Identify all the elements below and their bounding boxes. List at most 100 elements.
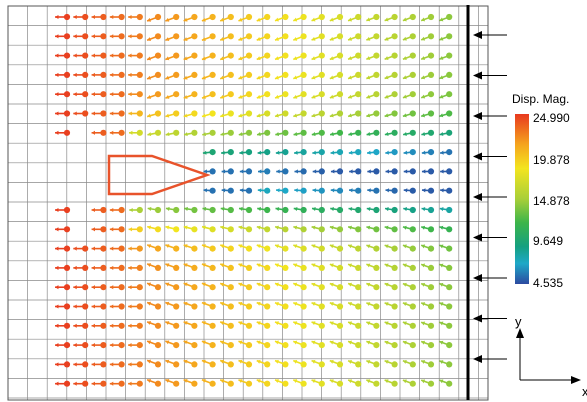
vector-node xyxy=(282,284,289,291)
vector-arrowhead xyxy=(109,323,114,328)
vector-arrowhead xyxy=(348,17,353,22)
vector-arrowhead xyxy=(147,263,152,268)
vector-node xyxy=(100,129,107,136)
vector-arrowhead xyxy=(73,323,77,328)
vector-node xyxy=(409,361,416,368)
vector-arrowhead xyxy=(421,36,426,41)
vector-arrowhead xyxy=(55,323,59,328)
vector-arrowhead xyxy=(294,188,298,193)
vector-arrowhead xyxy=(439,244,444,249)
vector-node xyxy=(264,284,271,291)
vector-arrowhead xyxy=(384,263,389,268)
vector-node xyxy=(391,342,398,349)
vector-arrowhead xyxy=(220,37,225,41)
vector-node xyxy=(100,206,107,214)
vector-node xyxy=(409,52,416,59)
vector-arrowhead xyxy=(109,111,114,116)
vector-arrowhead xyxy=(348,94,353,99)
load-arrowhead xyxy=(473,274,482,282)
vector-node xyxy=(282,52,289,59)
vector-node xyxy=(245,284,253,291)
vector-arrowhead xyxy=(238,282,243,287)
vector-arrowhead xyxy=(128,53,132,58)
vector-node xyxy=(427,303,435,310)
vector-arrowhead xyxy=(311,56,316,61)
vector-arrowhead xyxy=(421,207,426,212)
vector-arrowhead xyxy=(275,94,279,99)
vector-node xyxy=(282,91,289,98)
vector-arrowhead xyxy=(366,131,371,137)
vector-arrowhead xyxy=(311,75,316,80)
vector-arrowhead xyxy=(403,188,408,193)
vector-arrowhead xyxy=(384,36,389,41)
load-arrowhead xyxy=(473,314,482,323)
vector-node xyxy=(100,342,107,349)
vector-arrowhead xyxy=(367,188,371,193)
vector-node xyxy=(173,71,180,78)
vector-arrowhead xyxy=(238,263,243,268)
vector-arrowhead xyxy=(129,207,133,213)
vector-arrowhead xyxy=(294,150,298,155)
vector-node xyxy=(82,91,89,98)
vector-node xyxy=(355,91,362,98)
colorbar xyxy=(515,114,529,284)
vector-arrowhead xyxy=(220,301,225,306)
vector-arrowhead xyxy=(439,75,444,80)
vector-node xyxy=(118,13,125,21)
coordinate-axes: y x xyxy=(515,314,587,399)
vector-arrowhead xyxy=(256,37,261,41)
vector-node xyxy=(409,380,416,387)
vector-arrowhead xyxy=(109,285,114,290)
vector-arrowhead xyxy=(238,75,243,80)
vector-node xyxy=(245,303,253,310)
vector-node xyxy=(300,168,307,175)
vector-node xyxy=(245,168,253,175)
vector-node xyxy=(173,303,180,310)
vector-node xyxy=(318,13,325,21)
vector-arrowhead xyxy=(165,113,170,118)
vector-arrowhead xyxy=(201,17,206,22)
vector-node xyxy=(336,206,344,214)
vector-node xyxy=(318,52,325,59)
vector-arrowhead xyxy=(201,56,206,61)
vector-arrowhead xyxy=(384,17,389,22)
vector-arrowhead xyxy=(311,36,316,41)
vector-arrowhead xyxy=(128,227,133,232)
vector-node xyxy=(391,303,398,310)
vector-node xyxy=(245,361,253,368)
vector-node xyxy=(318,361,325,368)
vector-arrowhead xyxy=(275,282,279,287)
vector-node xyxy=(336,264,344,271)
vector-node xyxy=(209,71,216,78)
vector-node xyxy=(355,322,362,329)
vector-arrowhead xyxy=(348,56,353,61)
vector-arrowhead xyxy=(293,56,298,61)
vector-node xyxy=(336,284,344,291)
vector-node xyxy=(264,245,271,252)
vector-arrowhead xyxy=(311,132,316,137)
vector-arrowhead xyxy=(439,113,444,118)
vector-node xyxy=(391,284,398,291)
vector-node xyxy=(318,284,325,291)
vector-arrowhead xyxy=(439,131,444,137)
vector-arrowhead xyxy=(256,225,261,230)
vector-arrowhead xyxy=(421,169,426,174)
vector-arrowhead xyxy=(311,244,316,249)
vector-arrowhead xyxy=(202,206,207,211)
vector-arrowhead xyxy=(330,188,335,193)
vector-arrowhead xyxy=(129,130,133,135)
vector-arrowhead xyxy=(238,244,243,249)
vector-node xyxy=(245,71,253,78)
vector-node xyxy=(373,71,380,78)
vector-node xyxy=(427,168,435,175)
vector-node xyxy=(282,168,289,175)
vector-node xyxy=(264,342,271,349)
vector-node xyxy=(191,284,198,291)
vector-arrowhead xyxy=(201,301,206,306)
vector-node xyxy=(427,226,435,233)
vector-node xyxy=(245,226,253,233)
vector-arrowhead xyxy=(256,263,261,268)
vector-arrowhead xyxy=(384,56,389,61)
vector-node xyxy=(300,71,307,78)
vector-node xyxy=(191,91,198,98)
